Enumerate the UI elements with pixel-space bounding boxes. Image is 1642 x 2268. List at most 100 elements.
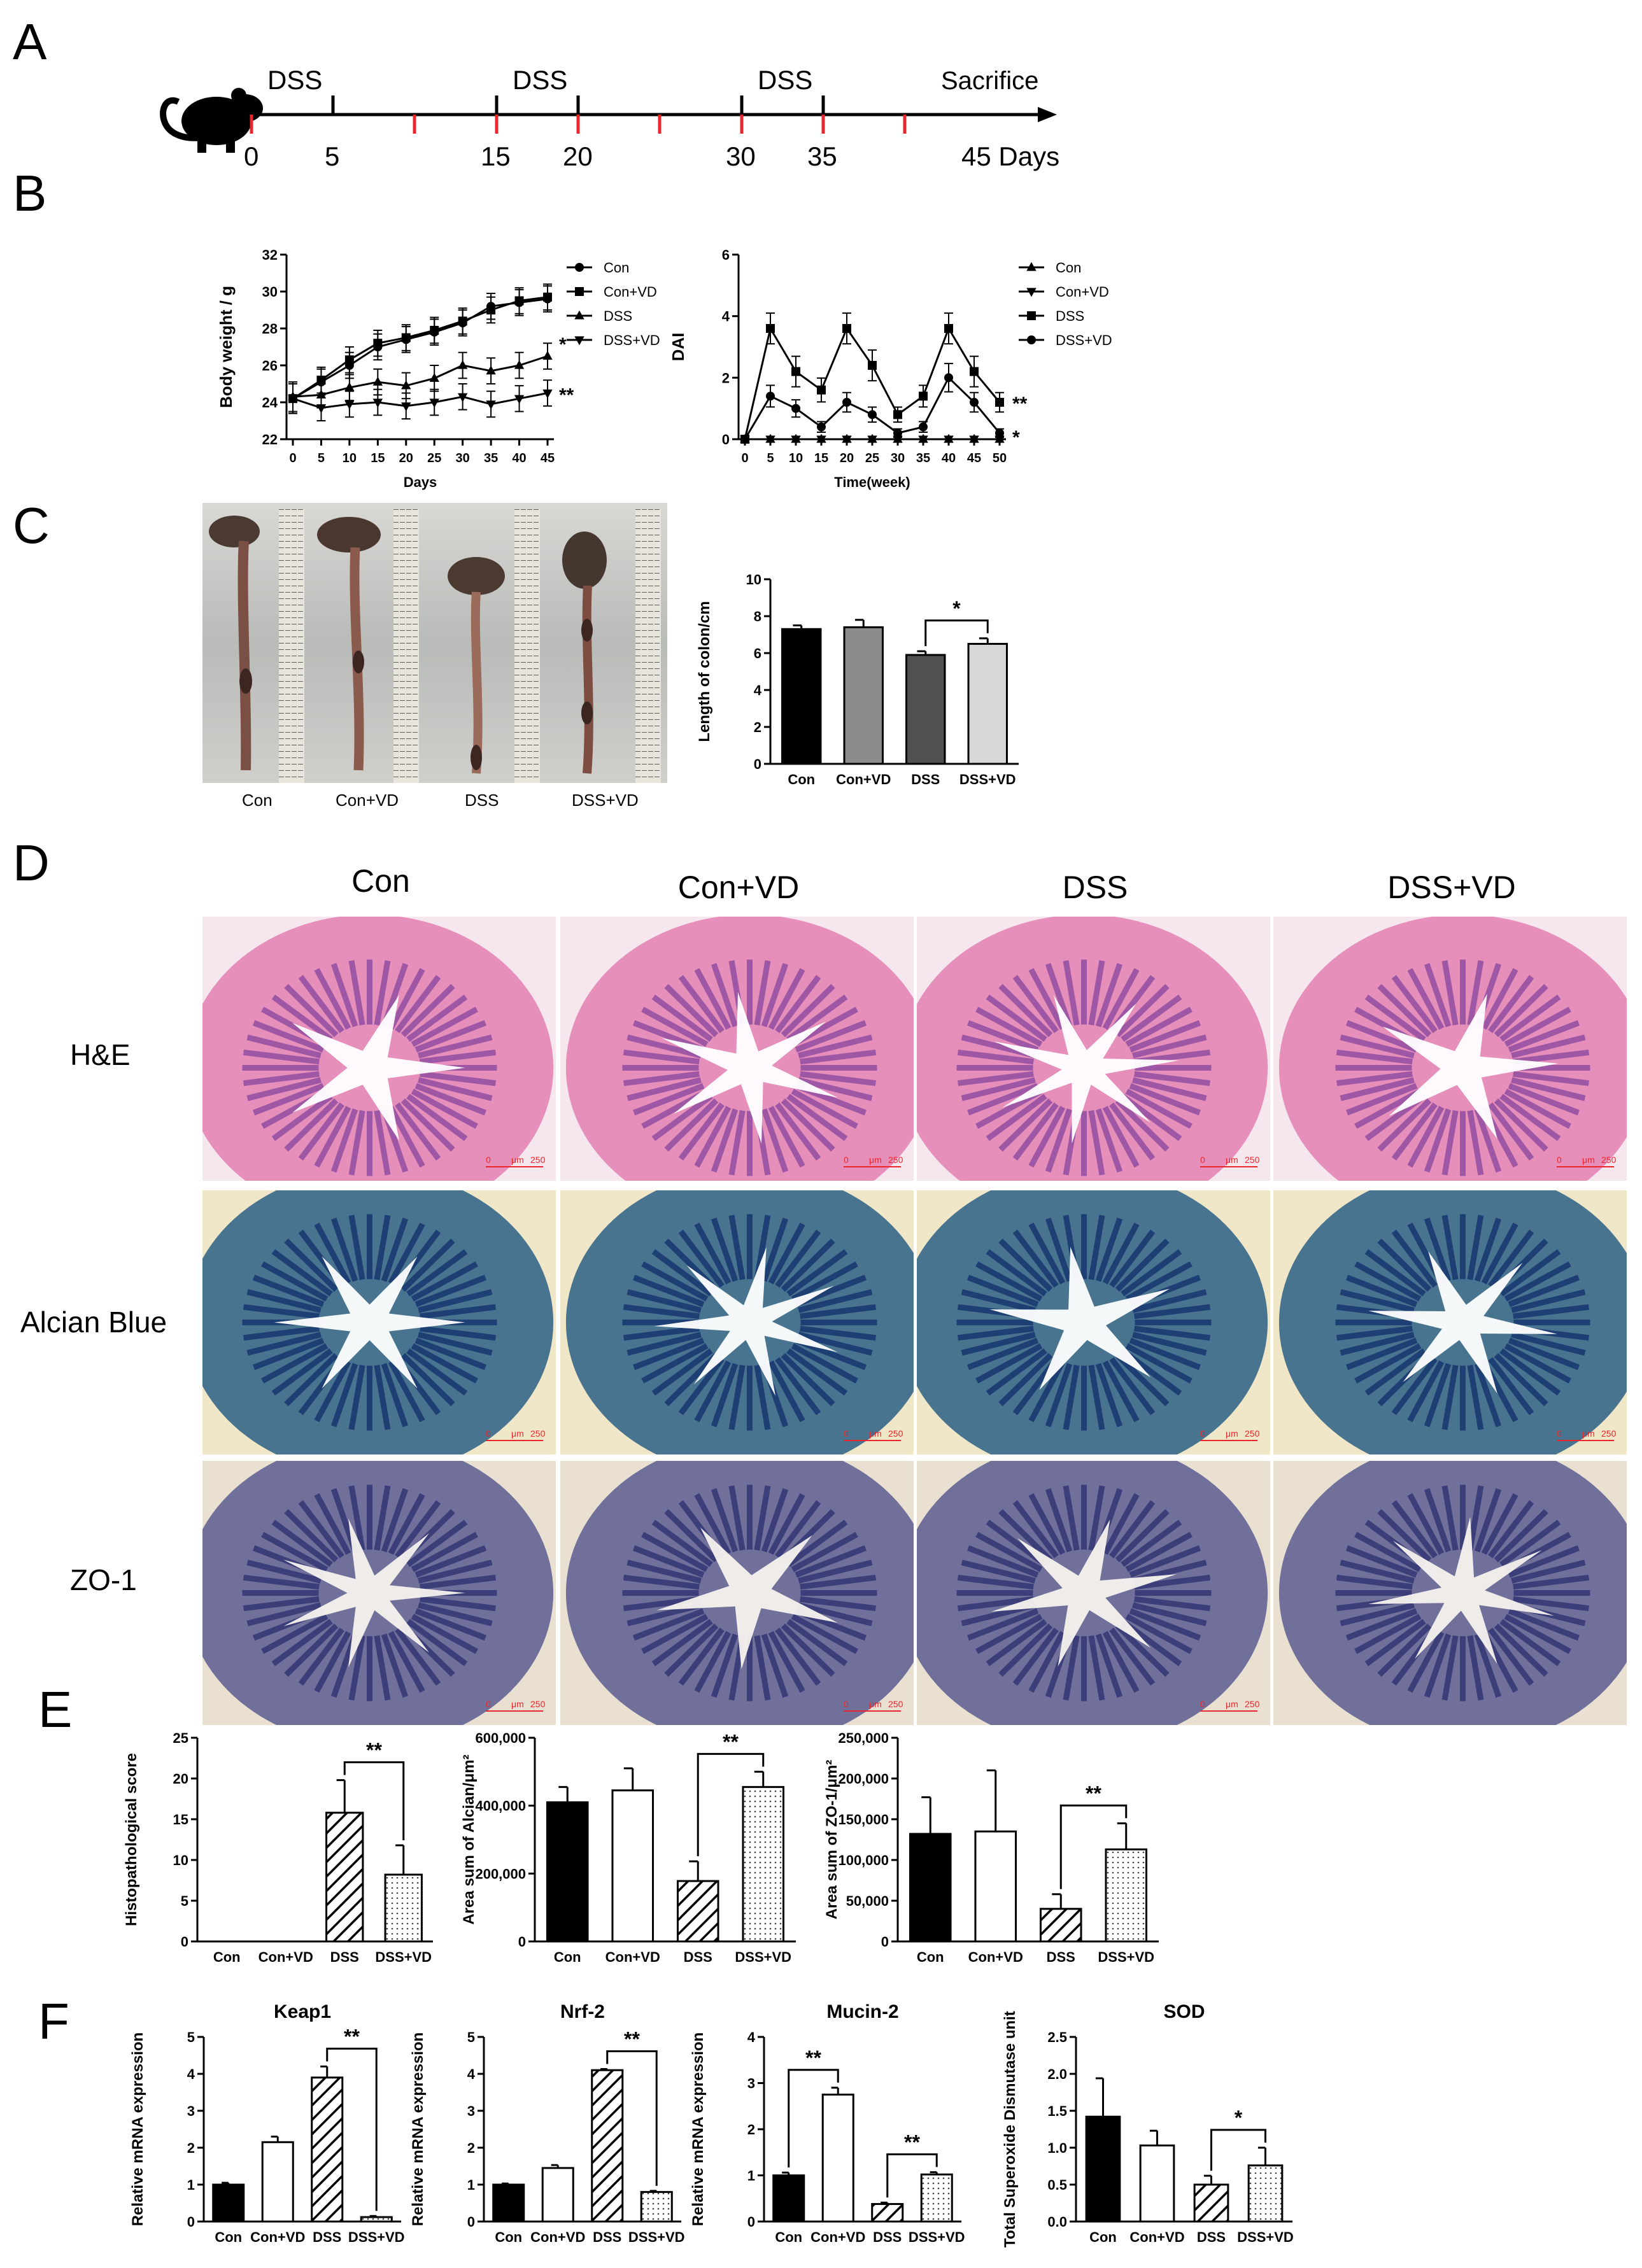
crypt <box>271 1519 333 1567</box>
crypt <box>623 1325 700 1341</box>
crypt <box>1095 962 1123 1027</box>
crypt <box>261 1532 329 1572</box>
crypt <box>798 1077 873 1101</box>
crypt <box>374 960 391 1025</box>
crypt <box>284 1098 339 1152</box>
point-marker <box>970 367 979 376</box>
x-tick-label: 30 <box>456 451 470 465</box>
scale-unit-label: μm <box>1226 1155 1238 1165</box>
crypt <box>418 1332 493 1356</box>
crypt <box>1125 1088 1193 1129</box>
crypt <box>400 1353 455 1407</box>
crypt <box>728 1365 746 1430</box>
crypt <box>406 1519 468 1567</box>
point-marker <box>817 422 826 432</box>
crypt <box>1121 1519 1182 1567</box>
crypt <box>786 1249 848 1297</box>
scale-start-label: 0 <box>844 1155 849 1165</box>
crypt <box>261 1261 329 1302</box>
crypt <box>298 1500 344 1559</box>
legend-label: Con+VD <box>1056 284 1109 300</box>
crypt <box>1028 968 1066 1030</box>
crypt <box>694 1493 732 1555</box>
timeline-red-ticks <box>250 115 907 134</box>
point-marker <box>919 391 928 401</box>
y-tick-label: 30 <box>262 284 278 300</box>
micrograph-art: 0 μm 250 <box>1278 1190 1627 1454</box>
crypt <box>791 1088 858 1129</box>
point-marker <box>430 325 439 335</box>
crypt <box>957 1574 1034 1590</box>
crypt <box>284 1238 339 1292</box>
scale-start-label: 0 <box>844 1699 849 1709</box>
crypt <box>761 1217 789 1282</box>
crypt <box>395 1102 441 1161</box>
timeline-tick-20: 20 <box>563 141 593 171</box>
point-marker <box>842 435 852 445</box>
timeline-tick-30: 30 <box>726 141 756 171</box>
y-axis-label: Relative mRNA expression <box>690 2032 707 2227</box>
significance-bracket <box>886 2153 938 2198</box>
crypt <box>1132 1332 1207 1356</box>
crypt <box>1012 1229 1059 1288</box>
crypt <box>1125 1343 1193 1384</box>
crypt <box>1424 1108 1452 1173</box>
chart-title: SOD <box>1163 2001 1205 2022</box>
scale-value-label: 250 <box>530 1699 546 1709</box>
crypt <box>664 983 719 1038</box>
lumen <box>654 1247 838 1397</box>
x-tick-label: Con+VD <box>250 2229 305 2245</box>
point-marker <box>868 410 877 419</box>
crypt <box>1115 1238 1170 1292</box>
bar-dss <box>905 654 946 765</box>
crypt <box>626 1289 702 1313</box>
bar-con <box>492 2183 525 2223</box>
point-marker <box>514 360 525 369</box>
crypt <box>298 1627 344 1686</box>
point-marker <box>372 398 383 408</box>
crypt <box>775 1356 821 1416</box>
crypt <box>641 1343 709 1384</box>
micrograph-h-e-dss: 0 μm 250 <box>917 917 1270 1181</box>
crypt <box>626 1034 702 1059</box>
x-tick-label: DSS <box>1197 2229 1226 2245</box>
x-axis-label: Days <box>404 474 437 490</box>
crypt <box>1499 1348 1561 1396</box>
crypt <box>298 1102 344 1161</box>
micrograph-art: 0 μm 250 <box>202 1190 554 1454</box>
crypt <box>1129 1083 1201 1116</box>
point-marker <box>944 324 953 333</box>
x-tick-label: Con <box>495 2229 522 2245</box>
point-marker <box>486 400 496 410</box>
crypt <box>1391 1356 1438 1416</box>
crypt <box>418 1034 493 1059</box>
crypt <box>330 1108 358 1173</box>
scale-value-label: 250 <box>1245 1428 1260 1439</box>
crypt <box>775 1102 821 1161</box>
point-marker <box>893 410 902 419</box>
point-marker <box>514 296 524 306</box>
lumen <box>662 992 838 1144</box>
significance-bracket <box>1210 2129 1266 2171</box>
crypt <box>246 1289 322 1313</box>
y-tick-label: 10 <box>173 1852 188 1868</box>
crypt <box>252 1337 325 1370</box>
crypt <box>418 1077 493 1101</box>
bar-con-vd <box>261 2141 294 2223</box>
crypt <box>641 1261 709 1302</box>
crypt <box>1499 1249 1561 1297</box>
crypt <box>961 1077 1036 1101</box>
crypt <box>414 1608 487 1641</box>
crypt <box>1511 1560 1586 1584</box>
point-marker <box>542 351 553 360</box>
y-tick-label: 600,000 <box>475 1730 526 1746</box>
crypt <box>800 1596 877 1612</box>
crypt <box>1336 1071 1413 1087</box>
crypt <box>414 1083 487 1116</box>
crypt <box>414 1337 487 1370</box>
crypt <box>406 994 468 1042</box>
y-axis-label: Total Superoxide Dismutase unit <box>1001 2011 1019 2248</box>
crypt <box>348 1635 365 1701</box>
crypt <box>711 1108 739 1173</box>
crypt <box>243 1049 320 1065</box>
